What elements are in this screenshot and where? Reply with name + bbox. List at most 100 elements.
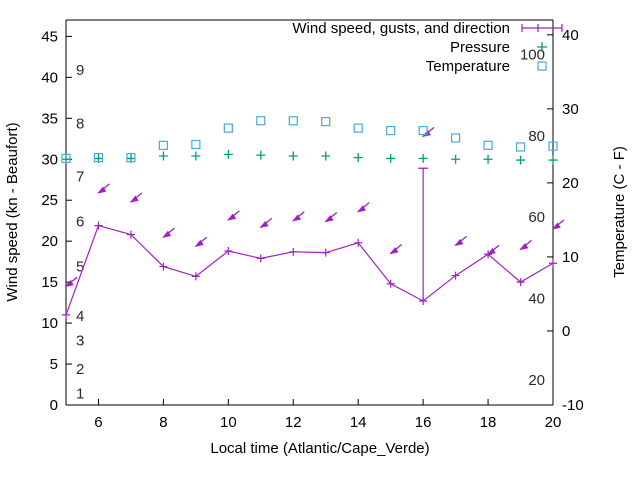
wind-direction-arrow — [129, 192, 143, 203]
temperature-point — [418, 125, 428, 136]
wind-speed-point — [159, 262, 168, 271]
beaufort-scale-label: 8 — [76, 115, 84, 132]
y-axis-tick-label: 45 — [41, 28, 58, 45]
temperature-point — [256, 116, 266, 126]
x-axis-title: Local time (Atlantic/Cape_Verde) — [210, 440, 429, 457]
beaufort-scale-label: 2 — [76, 361, 84, 378]
pressure-point — [418, 153, 428, 163]
fahrenheit-scale-label: 40 — [528, 291, 545, 308]
x-axis-tick-label: 12 — [285, 414, 302, 431]
y2-axis-tick-label: 30 — [562, 101, 579, 118]
y2-axis-title: Temperature (C - F) — [611, 146, 628, 278]
beaufort-scale-label: 9 — [76, 62, 84, 79]
temperature-point — [288, 116, 298, 126]
beaufort-scale-label: 6 — [76, 214, 84, 231]
y-axis-tick-label: 0 — [50, 397, 58, 414]
wind-direction-arrow — [227, 210, 240, 221]
x-axis-tick-label: 14 — [350, 414, 367, 431]
temperature-point — [386, 125, 396, 136]
y-axis-tick-label: 20 — [41, 233, 58, 250]
pressure-point — [158, 151, 168, 161]
wind-speed-point — [386, 279, 395, 288]
temperature-point — [321, 116, 331, 127]
wind-speed-point — [289, 247, 298, 256]
x-axis-tick-label: 6 — [94, 414, 102, 431]
y2-axis-tick-label: -10 — [562, 397, 584, 414]
y-axis-title: Wind speed (kn - Beaufort) — [4, 122, 21, 301]
temperature-point — [93, 153, 104, 163]
y2-axis-tick-label: 40 — [562, 27, 579, 44]
y-axis-tick-label: 40 — [41, 69, 58, 86]
wind-speed-point — [321, 248, 330, 257]
y-axis-tick-label: 10 — [41, 315, 58, 332]
beaufort-scale-label: 4 — [76, 308, 84, 325]
legend-label-pressure: Pressure — [450, 39, 510, 56]
fahrenheit-scale-label: 60 — [528, 209, 545, 226]
y2-axis-tick-label: 0 — [562, 323, 570, 340]
x-axis-tick-label: 16 — [415, 414, 432, 431]
plot-frame — [65, 19, 554, 406]
y2-axis-tick-label: 10 — [562, 249, 579, 266]
pressure-point — [451, 154, 461, 164]
x-axis-tick-label: 18 — [480, 414, 497, 431]
temperature-point — [515, 142, 526, 152]
temperature-point — [158, 140, 168, 150]
wind-direction-arrow — [194, 236, 208, 247]
wind-direction-arrow — [519, 239, 532, 251]
wind-direction-arrow — [389, 243, 403, 255]
pressure-point — [191, 151, 201, 161]
beaufort-scale-label: 5 — [76, 259, 84, 276]
pressure-point — [223, 149, 233, 159]
pressure-point — [321, 151, 331, 161]
wind-direction-arrow — [64, 276, 78, 288]
legend-swatch-temperature — [537, 61, 547, 71]
wind-speed-point — [126, 230, 135, 239]
wind-speed-point — [224, 247, 233, 255]
pressure-point — [548, 155, 558, 165]
temperature-point — [353, 123, 363, 133]
wind-speed-line — [65, 224, 554, 316]
wind-speed-point — [94, 221, 103, 230]
legend-label-temperature: Temperature — [426, 58, 510, 75]
pressure-point — [256, 150, 266, 160]
gust-bar — [418, 167, 429, 301]
wind-direction-arrow — [291, 211, 305, 222]
x-axis-tick-label: 8 — [159, 414, 167, 431]
pressure-point — [353, 153, 363, 163]
wind-direction-arrow — [454, 235, 468, 247]
temperature-point — [223, 123, 233, 133]
beaufort-scale-label: 7 — [76, 169, 84, 186]
wind-direction-arrow — [162, 227, 175, 238]
temperature-point — [61, 153, 71, 164]
wind-speed-point — [191, 272, 200, 281]
wind-direction-arrow — [97, 183, 110, 194]
wind-speed-point — [549, 259, 557, 268]
x-axis-tick-label: 20 — [545, 414, 562, 431]
pressure-point — [516, 155, 526, 165]
legend-swatch-wind — [521, 24, 563, 32]
x-axis-tick-label: 10 — [220, 414, 237, 431]
beaufort-scale-label: 3 — [76, 332, 84, 349]
fahrenheit-scale-label: 100 — [520, 46, 545, 63]
legend-swatch-pressure — [537, 42, 547, 52]
y2-axis-tick-label: 20 — [562, 175, 579, 192]
temperature-point — [126, 153, 136, 163]
wind-direction-arrow — [324, 212, 338, 223]
temperature-point — [191, 139, 201, 150]
legend-label-wind: Wind speed, gusts, and direction — [292, 20, 510, 37]
y-axis-tick-label: 30 — [41, 151, 58, 168]
y-axis-tick-label: 25 — [41, 192, 58, 209]
y-axis-tick-label: 15 — [41, 274, 58, 291]
fahrenheit-scale-label: 80 — [528, 128, 545, 145]
wind-direction-arrow — [486, 244, 500, 256]
temperature-point — [483, 140, 493, 150]
wind-direction-arrow — [551, 219, 565, 230]
wind-direction-arrow — [356, 202, 370, 213]
pressure-point — [386, 153, 396, 163]
wind-speed-point — [62, 310, 70, 319]
beaufort-scale-label: 1 — [76, 386, 84, 403]
y-axis-tick-label: 5 — [50, 356, 58, 373]
fahrenheit-scale-label: 20 — [528, 372, 545, 389]
